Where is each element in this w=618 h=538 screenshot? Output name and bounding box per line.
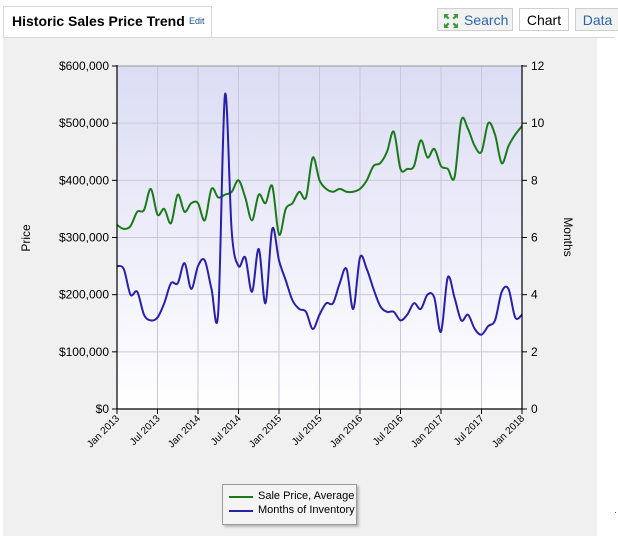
x-tick-label: Jan 2018 bbox=[490, 413, 527, 450]
x-tick-label: Jan 2013 bbox=[85, 413, 122, 450]
tab-chart[interactable]: Chart bbox=[519, 8, 569, 31]
edit-link[interactable]: Edit bbox=[189, 16, 205, 26]
y-tick-label: $100,000 bbox=[59, 345, 109, 359]
y-tick-label: $0 bbox=[96, 402, 110, 416]
chart-svg: $0 $100,000 $200,000 $300,000 $400,000 $500,0… bbox=[19, 59, 575, 450]
y-tick-label: $200,000 bbox=[59, 288, 109, 302]
chart-panel: $0 $100,000 $200,000 $300,000 $400,000 $500,0… bbox=[3, 38, 597, 536]
header-divider bbox=[3, 37, 615, 38]
y-tick-label: $300,000 bbox=[59, 231, 109, 245]
y-tick-label: $500,000 bbox=[59, 116, 109, 130]
y2-axis-ticks: 0 2 4 6 8 10 12 bbox=[522, 59, 545, 416]
y2-tick-label: 8 bbox=[531, 173, 538, 187]
header: Historic Sales Price Trend Edit Search C… bbox=[0, 0, 618, 40]
legend-swatch-sale-price bbox=[229, 496, 253, 498]
x-tick-label: Jan 2015 bbox=[247, 413, 284, 450]
legend-label-inventory: Months of Inventory bbox=[258, 504, 355, 516]
legend-swatch-inventory bbox=[229, 510, 253, 512]
expand-arrows-icon bbox=[444, 14, 458, 28]
chart-title: Historic Sales Price Trend bbox=[12, 13, 185, 29]
series-line-sale-price bbox=[117, 116, 522, 236]
y2-axis-label: Months bbox=[561, 217, 575, 256]
tab-data[interactable]: Data bbox=[575, 8, 618, 31]
y-tick-label: $600,000 bbox=[59, 59, 109, 73]
series-lines bbox=[117, 92, 522, 336]
y2-tick-label: 4 bbox=[531, 288, 538, 302]
tab-search-label: Search bbox=[464, 12, 509, 28]
stray-dot bbox=[615, 512, 616, 513]
series-line-inventory bbox=[117, 92, 522, 336]
chart-legend: Sale Price, Average Months of Inventory bbox=[222, 484, 357, 525]
x-axis-ticks: Jan 2013 Jul 2013 Jan 2014 Jul 2014 Jan 2015… bbox=[85, 409, 527, 450]
y2-tick-label: 12 bbox=[531, 59, 545, 73]
x-tick-label: Jan 2014 bbox=[166, 413, 203, 450]
tab-search[interactable]: Search bbox=[437, 8, 513, 31]
title-tab: Historic Sales Price Trend Edit bbox=[3, 6, 212, 39]
y2-tick-label: 6 bbox=[531, 231, 538, 245]
y-axis-ticks: $0 $100,000 $200,000 $300,000 $400,000 $500,0… bbox=[59, 59, 117, 416]
x-tick-label: Jul 2015 bbox=[290, 413, 325, 448]
x-tick-label: Jul 2013 bbox=[128, 413, 163, 448]
y2-tick-label: 10 bbox=[531, 116, 545, 130]
x-tick-label: Jul 2017 bbox=[452, 413, 487, 448]
x-tick-label: Jan 2016 bbox=[328, 413, 365, 450]
y2-tick-label: 0 bbox=[531, 402, 538, 416]
x-tick-label: Jul 2016 bbox=[371, 413, 406, 448]
y2-tick-label: 2 bbox=[531, 345, 538, 359]
legend-label-sale-price: Sale Price, Average bbox=[258, 490, 355, 502]
y-tick-label: $400,000 bbox=[59, 173, 109, 187]
y-axis-label: Price bbox=[19, 224, 33, 252]
x-tick-label: Jul 2014 bbox=[209, 413, 244, 448]
x-tick-label: Jan 2017 bbox=[409, 413, 446, 450]
